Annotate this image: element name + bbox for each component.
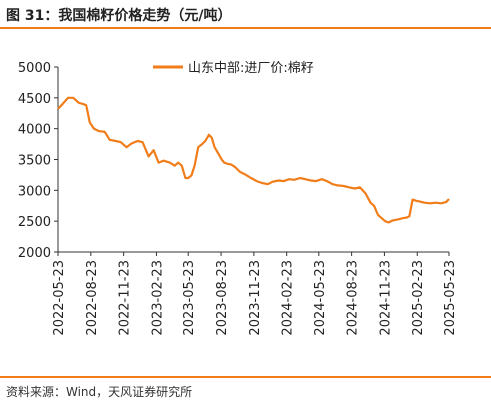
- x-tick-label: 2024-08-23: [346, 260, 361, 336]
- chart-axes: [57, 67, 449, 253]
- y-tick-label: 4500: [18, 92, 51, 107]
- x-tick-label: 2023-05-23: [182, 260, 197, 336]
- y-tick-label: 4000: [18, 123, 51, 138]
- y-tick-label: 3000: [18, 184, 51, 199]
- chart-plot-area: [57, 96, 450, 224]
- y-tick-label: 2500: [18, 215, 51, 230]
- chart-legend: 山东中部:进厂价:棉籽: [153, 61, 314, 76]
- legend-label: 山东中部:进厂价:棉籽: [188, 61, 314, 76]
- x-tick-label: 2024-05-23: [313, 260, 328, 336]
- bottom-divider: [0, 376, 491, 378]
- source-note: 资料来源：Wind，天风证券研究所: [6, 385, 193, 399]
- y-tick-label: 3500: [18, 154, 51, 169]
- series-line-cottonseed-price: [57, 96, 450, 224]
- figure-title: 图 31：我国棉籽价格走势（元/吨）: [6, 8, 232, 24]
- x-tick-label: 2025-02-23: [411, 260, 426, 336]
- x-tick-label: 2022-05-23: [52, 260, 67, 336]
- x-tick-label: 2024-02-23: [281, 260, 296, 336]
- x-tick-label: 2023-02-23: [150, 260, 165, 336]
- x-tick-label: 2023-11-23: [248, 260, 263, 336]
- x-tick-label: 2022-11-23: [118, 260, 133, 336]
- x-tick-label: 2022-08-23: [85, 260, 100, 336]
- y-tick-label: 5000: [18, 61, 51, 76]
- chart-ticks: 2000 2500 3000 3500 4000 4500 5000 2022-05-23 20…: [18, 61, 458, 336]
- x-tick-label: 2024-11-23: [378, 260, 393, 336]
- top-divider: [0, 27, 491, 29]
- line-chart: 2000 2500 3000 3500 4000 4500 5000 2022-05-23 20…: [18, 61, 458, 336]
- y-tick-label: 2000: [18, 246, 51, 261]
- x-tick-label: 2025-05-23: [443, 260, 458, 336]
- x-tick-label: 2023-08-23: [215, 260, 230, 336]
